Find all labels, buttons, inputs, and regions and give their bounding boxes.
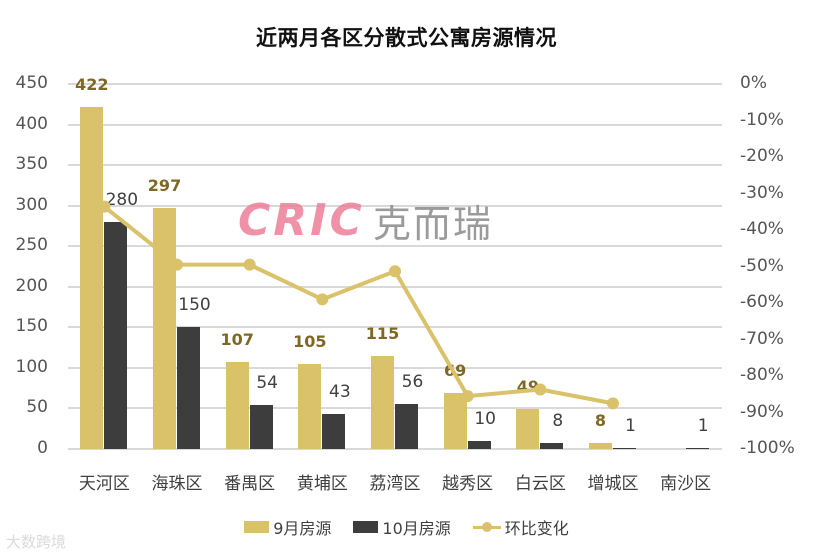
gridline <box>68 83 722 85</box>
x-axis-tick: 天河区 <box>78 474 130 494</box>
y2-axis-tick: -80% <box>740 365 784 385</box>
y2-axis-tick: -100% <box>740 438 795 458</box>
y2-axis-tick: -30% <box>740 182 784 203</box>
line-point-marker-icon[interactable] <box>243 258 256 271</box>
x-axis-tick: 增城区 <box>587 474 639 494</box>
gridline <box>68 164 722 167</box>
bar-oct[interactable] <box>613 448 636 449</box>
bar-oct[interactable] <box>540 442 564 449</box>
bar-sep[interactable] <box>589 442 612 449</box>
bar-sep[interactable] <box>298 363 322 449</box>
line-point-marker-icon[interactable] <box>461 390 474 403</box>
data-label-oct: 280 <box>105 189 139 210</box>
data-label-oct: 43 <box>329 382 351 403</box>
y-axis-tick: 200 <box>15 275 48 296</box>
data-label-sep: 105 <box>293 331 327 351</box>
legend-swatch-gold-icon <box>244 521 270 533</box>
gridline <box>68 204 722 207</box>
y-axis-tick: 400 <box>15 113 48 134</box>
data-label-oct: 150 <box>178 295 211 316</box>
y-axis-tick: 350 <box>15 154 48 175</box>
y-axis-tick: 450 <box>15 73 48 93</box>
data-label-oct: 54 <box>256 373 278 394</box>
bar-sep[interactable] <box>443 393 467 449</box>
legend: 9月房源 10月房源 环比变化 <box>0 515 813 539</box>
legend-label: 环比变化 <box>504 519 569 538</box>
legend-line-marker-icon <box>472 521 501 533</box>
bar-oct[interactable] <box>322 414 346 449</box>
data-label-oct: 56 <box>401 371 424 392</box>
bar-oct[interactable] <box>177 327 200 449</box>
y-axis-tick: 100 <box>15 356 48 377</box>
bar-oct[interactable] <box>467 440 491 449</box>
line-point-marker-icon[interactable] <box>316 293 329 306</box>
legend-swatch-dark-icon <box>353 521 379 533</box>
data-label-sep: 297 <box>147 176 182 196</box>
gridline <box>68 366 722 369</box>
data-label-oct: 10 <box>474 408 496 429</box>
y2-axis-tick: -40% <box>740 219 784 239</box>
x-axis-tick: 白云区 <box>514 474 566 494</box>
bar-oct[interactable] <box>685 448 709 449</box>
bar-sep[interactable] <box>153 208 176 449</box>
legend-label: 9月房源 <box>273 519 332 538</box>
bar-sep[interactable] <box>80 106 104 449</box>
y2-axis-tick: 0% <box>740 73 767 93</box>
bar-oct[interactable] <box>249 405 273 449</box>
x-axis-tick: 越秀区 <box>442 474 494 494</box>
data-label-oct: 8 <box>552 410 564 431</box>
legend-label: 10月房源 <box>382 519 451 538</box>
y-axis-tick: 300 <box>15 194 48 215</box>
data-label-sep: 422 <box>75 74 109 94</box>
line-point-marker-icon[interactable] <box>98 200 111 213</box>
bar-sep[interactable] <box>516 409 540 449</box>
data-label-sep: 115 <box>365 323 400 343</box>
y-axis-tick: 50 <box>26 397 48 418</box>
x-axis-tick: 番禺区 <box>224 474 276 494</box>
chart-title: 近两月各区分散式公寓房源情况 <box>256 26 557 50</box>
x-axis-tick: 荔湾区 <box>369 474 421 494</box>
gridline <box>68 245 722 248</box>
data-label-oct: 1 <box>625 416 636 437</box>
legend-item-oct[interactable]: 10月房源 <box>353 515 451 539</box>
bar-oct[interactable] <box>395 403 418 449</box>
line-point-marker-icon[interactable] <box>171 258 183 271</box>
y2-axis-tick: -60% <box>740 292 784 312</box>
gridline <box>68 123 722 126</box>
line-point-marker-icon[interactable] <box>534 383 547 396</box>
y-axis-tick: 250 <box>15 235 48 256</box>
y2-axis-tick: -20% <box>740 146 784 166</box>
bar-sep[interactable] <box>225 362 249 449</box>
corner-watermark: 大数跨境 <box>6 533 67 551</box>
gridline <box>68 326 722 329</box>
x-axis-tick: 海珠区 <box>151 474 203 494</box>
y-axis-tick: 150 <box>15 316 48 337</box>
y-axis-tick: 0 <box>37 438 48 458</box>
line-point-marker-icon[interactable] <box>607 397 619 410</box>
bar-sep[interactable] <box>371 355 394 449</box>
data-label-oct: 1 <box>697 416 709 437</box>
y2-axis-tick: -70% <box>740 328 784 349</box>
x-axis-tick: 南沙区 <box>660 474 712 494</box>
line-point-marker-icon[interactable] <box>389 265 401 278</box>
watermark-latin: CRIC <box>238 195 365 246</box>
x-axis-tick: 黄埔区 <box>296 474 348 494</box>
y2-axis-tick: -90% <box>740 401 784 422</box>
cric-watermark: CRIC 克而瑞 <box>238 193 493 248</box>
gridline <box>68 448 722 450</box>
y2-axis-tick: -50% <box>740 255 784 276</box>
bar-oct[interactable] <box>104 221 128 449</box>
gridline <box>68 285 722 288</box>
watermark-chinese: 克而瑞 <box>372 202 493 246</box>
legend-item-mom[interactable]: 环比变化 <box>472 515 569 539</box>
y2-axis-tick: -10% <box>740 109 784 130</box>
legend-item-sep[interactable]: 9月房源 <box>244 515 331 539</box>
data-label-sep: 8 <box>594 410 607 430</box>
data-label-sep: 107 <box>220 330 254 350</box>
